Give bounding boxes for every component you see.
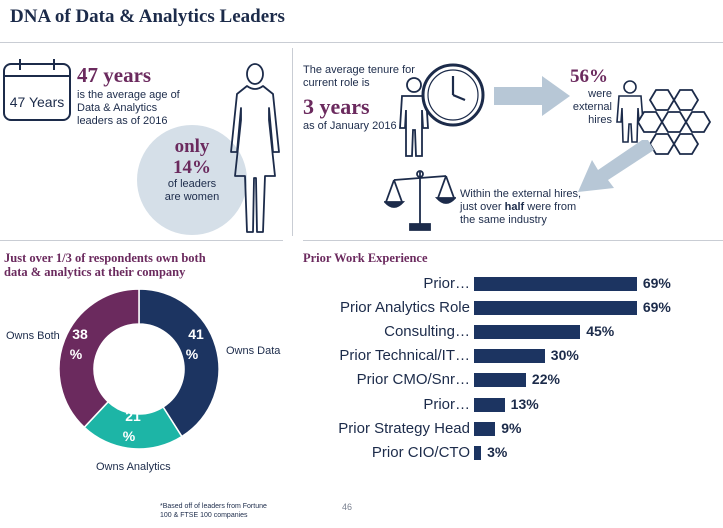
arrow-right-icon bbox=[494, 76, 570, 116]
bar bbox=[474, 349, 545, 364]
donut-slice-owns-both bbox=[58, 288, 140, 429]
scales-icon bbox=[384, 170, 456, 231]
donut-value-label: 38% bbox=[70, 326, 88, 362]
title-divider bbox=[0, 42, 723, 43]
bar-category-label: Prior CIO/CTO bbox=[371, 443, 470, 461]
donut-value-label: 21% bbox=[123, 408, 141, 444]
slice-label-owns-data: Owns Data bbox=[226, 345, 281, 357]
external-desc: were external hires bbox=[572, 88, 612, 126]
section-divider-left bbox=[0, 240, 283, 241]
bar-value-label: 9% bbox=[501, 419, 522, 436]
tenure-date: as of January 2016 bbox=[303, 120, 397, 132]
ownership-heading: Just over 1/3 of respondents own both da… bbox=[4, 251, 206, 279]
bar-category-label: Prior Analytics Role bbox=[339, 299, 470, 317]
calendar-icon: 47 Years bbox=[3, 59, 71, 121]
bar bbox=[474, 373, 526, 388]
bar bbox=[474, 445, 482, 460]
bar-value-label: 30% bbox=[550, 347, 579, 364]
hexagon-grid-icon bbox=[636, 89, 712, 155]
section-divider-right bbox=[303, 240, 723, 241]
woman-figure-icon bbox=[230, 63, 280, 233]
donut-value-label: 41% bbox=[186, 326, 204, 362]
calendar-label: 47 Years bbox=[10, 94, 65, 110]
tenure-headline: 3 years bbox=[303, 94, 370, 119]
tenure-intro: The average tenure for current role is bbox=[303, 64, 415, 89]
age-headline: 47 years bbox=[77, 63, 152, 87]
bar bbox=[474, 301, 637, 316]
slice-label-owns-both: Owns Both bbox=[6, 330, 60, 342]
donut-slice-owns-data bbox=[138, 288, 220, 438]
ownership-donut-chart: 41 % 21 % 38% bbox=[58, 288, 220, 450]
person-icon bbox=[399, 77, 429, 157]
bar bbox=[474, 325, 581, 340]
bar-category-label: Prior Technical/IT… bbox=[339, 347, 470, 365]
industry-desc: Within the external hires, just over hal… bbox=[460, 188, 582, 226]
bar-category-label: Prior… bbox=[423, 275, 470, 292]
page-number: 46 bbox=[342, 502, 353, 512]
bar-category-label: Prior CMO/Snr… bbox=[356, 371, 470, 389]
clock-icon bbox=[421, 63, 485, 127]
page-title: DNA of Data & Analytics Leaders bbox=[10, 6, 285, 27]
prior-work-heading: Prior Work Experience bbox=[303, 251, 428, 265]
bar-category-label: Prior… bbox=[423, 395, 470, 413]
bar-category-label: Consulting… bbox=[384, 323, 470, 341]
bar-value-label: 45% bbox=[586, 323, 615, 340]
women-stat: only 14% of leaders are women bbox=[164, 136, 220, 204]
bar-value-label: 69% bbox=[642, 275, 671, 291]
bar-value-label: 13% bbox=[510, 395, 539, 412]
external-pct: 56% bbox=[570, 66, 608, 87]
bar-value-label: 69% bbox=[642, 299, 671, 316]
women-circle bbox=[137, 125, 247, 235]
bar-category-label: Prior Strategy Head bbox=[338, 419, 470, 437]
bar-value-label: 3% bbox=[487, 443, 508, 460]
bar bbox=[474, 421, 496, 436]
slice-label-owns-analytics: Owns Analytics bbox=[96, 461, 171, 473]
footnote: *Based off of leaders from Fortune 100 &… bbox=[160, 503, 267, 519]
top-divider bbox=[292, 48, 293, 236]
bar bbox=[474, 277, 637, 291]
bar bbox=[474, 397, 505, 412]
age-description: is the average age of Data & Analytics l… bbox=[77, 89, 180, 127]
arrow-down-left-icon bbox=[578, 140, 654, 192]
bar-value-label: 22% bbox=[531, 371, 560, 388]
